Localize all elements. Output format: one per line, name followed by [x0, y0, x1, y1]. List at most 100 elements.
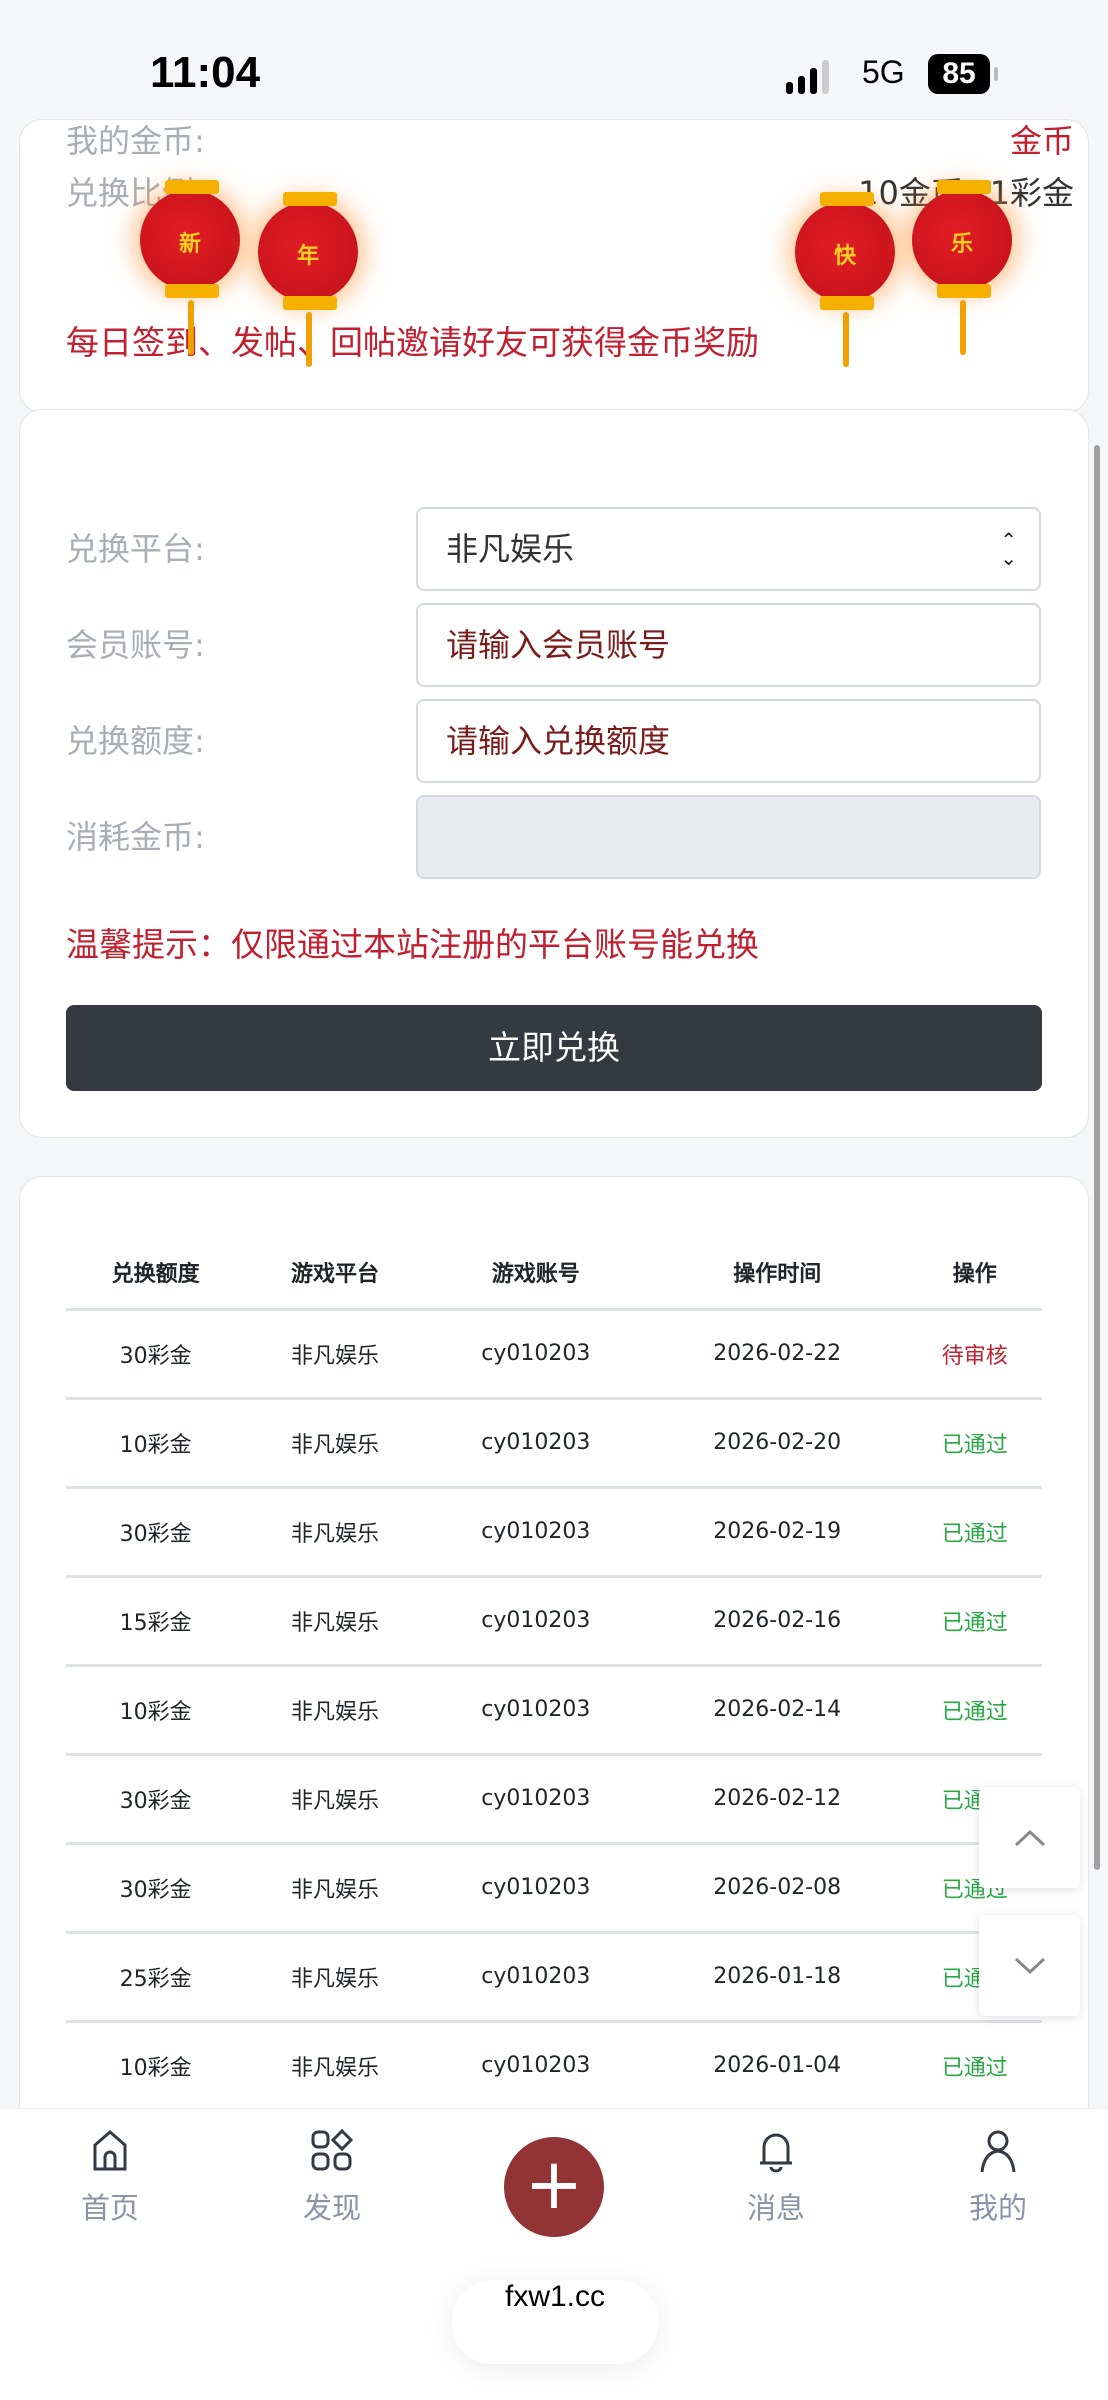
amount-input[interactable]: 请输入兑换额度 [416, 699, 1041, 783]
cell-status: 已通过 [907, 1665, 1042, 1756]
cell-time: 2026-02-14 [646, 1665, 908, 1756]
cell-account: cy010203 [424, 1309, 647, 1400]
cost-field [416, 795, 1041, 879]
header-status: 操作 [907, 1237, 1042, 1311]
cell-time: 2026-02-19 [646, 1487, 908, 1578]
cell-platform: 非凡娱乐 [245, 2021, 425, 2112]
nav-discover-label: 发现 [302, 2191, 361, 2225]
cell-account: cy010203 [424, 1754, 647, 1845]
cell-platform: 非凡娱乐 [245, 1932, 425, 2023]
lantern-decoration: 快 [795, 172, 895, 367]
plus-button[interactable]: + [504, 2137, 604, 2237]
reward-text: 每日签到、发帖、回帖邀请好友可获得金币奖励 [66, 323, 759, 362]
cell-status: 已通过 [907, 1487, 1042, 1578]
clock: 11:04 [150, 48, 261, 97]
header-account: 游戏账号 [424, 1237, 647, 1311]
hint-text: 温馨提示：仅限通过本站注册的平台账号能兑换 [66, 925, 759, 964]
account-label: 会员账号: [66, 626, 205, 664]
history-card: 兑换额度 游戏平台 游戏账号 操作时间 操作 30彩金 非凡娱乐 cy010203 2… [20, 1177, 1088, 2177]
nav-messages[interactable]: 消息 [716, 2129, 836, 2227]
cell-platform: 非凡娱乐 [245, 1576, 425, 1667]
scrollbar[interactable] [1094, 445, 1100, 1870]
cell-time: 2026-02-12 [646, 1754, 908, 1845]
cell-amount: 10彩金 [66, 1665, 246, 1756]
coins-label: 我的金币: [66, 122, 205, 160]
nav-home[interactable]: 首页 [50, 2129, 170, 2227]
cell-amount: 15彩金 [66, 1576, 246, 1667]
cell-time: 2026-02-16 [646, 1576, 908, 1667]
cell-status: 已通过 [907, 1398, 1042, 1489]
header-platform: 游戏平台 [245, 1237, 425, 1311]
table-row: 25彩金 非凡娱乐 cy010203 2026-01-18 已通过 [66, 1932, 1042, 2023]
cell-status: 已通过 [907, 1576, 1042, 1667]
cell-account: cy010203 [424, 1398, 647, 1489]
table-row: 30彩金 非凡娱乐 cy010203 2026-02-22 待审核 [66, 1309, 1042, 1400]
nav-profile[interactable]: 我的 [938, 2129, 1058, 2227]
cell-amount: 30彩金 [66, 1843, 246, 1934]
table-row: 30彩金 非凡娱乐 cy010203 2026-02-08 已通过 [66, 1843, 1042, 1934]
cell-amount: 10彩金 [66, 2021, 246, 2112]
lantern-decoration: 年 [258, 172, 358, 367]
history-table: 兑换额度 游戏平台 游戏账号 操作时间 操作 30彩金 非凡娱乐 cy010203 2… [66, 1237, 1042, 2112]
cell-amount: 30彩金 [66, 1487, 246, 1578]
platform-value: 非凡娱乐 [446, 530, 575, 568]
cell-amount: 30彩金 [66, 1309, 246, 1400]
cell-status: 已通过 [907, 2021, 1042, 2112]
platform-label: 兑换平台: [66, 530, 205, 568]
header-amount: 兑换额度 [66, 1237, 246, 1311]
cell-time: 2026-02-20 [646, 1398, 908, 1489]
account-input[interactable]: 请输入会员账号 [416, 603, 1041, 687]
cell-account: cy010203 [424, 1843, 647, 1934]
chevron-updown-icon: ⌃ ⌄ [1000, 528, 1017, 570]
nav-messages-label: 消息 [746, 2191, 805, 2225]
table-row: 10彩金 非凡娱乐 cy010203 2026-02-14 已通过 [66, 1665, 1042, 1756]
table-row: 30彩金 非凡娱乐 cy010203 2026-02-19 已通过 [66, 1487, 1042, 1578]
lantern-decoration: 新 [140, 160, 240, 355]
scroll-up-button[interactable] [979, 1787, 1080, 1888]
cell-time: 2026-01-18 [646, 1932, 908, 2023]
cell-account: cy010203 [424, 1487, 647, 1578]
home-icon [93, 2130, 127, 2171]
chevron-down-icon [1014, 1957, 1045, 1974]
url-bar[interactable]: fxw1.cc [452, 2280, 658, 2364]
cost-label: 消耗金币: [66, 818, 205, 856]
cell-platform: 非凡娱乐 [245, 1665, 425, 1756]
coins-value: 金币 [1009, 122, 1074, 160]
cell-platform: 非凡娱乐 [245, 1843, 425, 1934]
table-row: 15彩金 非凡娱乐 cy010203 2026-02-16 已通过 [66, 1576, 1042, 1667]
cell-account: cy010203 [424, 1665, 647, 1756]
cell-platform: 非凡娱乐 [245, 1754, 425, 1845]
nav-home-label: 首页 [80, 2191, 139, 2225]
user-icon [980, 2130, 1016, 2173]
amount-label: 兑换额度: [66, 722, 205, 760]
cell-amount: 10彩金 [66, 1398, 246, 1489]
table-row: 10彩金 非凡娱乐 cy010203 2026-02-20 已通过 [66, 1398, 1042, 1489]
info-card: 我的金币: 金币 兑换比例: 10金币=1彩金 每日签到、发帖、回帖邀请好友可获… [20, 120, 1088, 412]
cell-time: 2026-02-08 [646, 1843, 908, 1934]
cell-account: cy010203 [424, 2021, 647, 2112]
cell-platform: 非凡娱乐 [245, 1309, 425, 1400]
cell-amount: 30彩金 [66, 1754, 246, 1845]
cell-status: 待审核 [907, 1309, 1042, 1400]
header-time: 操作时间 [646, 1237, 908, 1311]
submit-button[interactable]: 立即兑换 [66, 1005, 1042, 1091]
cell-platform: 非凡娱乐 [245, 1398, 425, 1489]
cell-platform: 非凡娱乐 [245, 1487, 425, 1578]
signal-icon [786, 56, 829, 94]
table-header: 兑换额度 游戏平台 游戏账号 操作时间 操作 [66, 1237, 1042, 1311]
cell-amount: 25彩金 [66, 1932, 246, 2023]
platform-select[interactable]: 非凡娱乐 ⌃ ⌄ [416, 507, 1041, 591]
lantern-decoration: 乐 [912, 160, 1012, 355]
cell-time: 2026-02-22 [646, 1309, 908, 1400]
network-type: 5G [862, 54, 905, 90]
grid-icon [311, 2128, 354, 2171]
cell-time: 2026-01-04 [646, 2021, 908, 2112]
nav-discover[interactable]: 发现 [272, 2128, 392, 2227]
scroll-down-button[interactable] [979, 1915, 1080, 2016]
plus-icon: + [524, 2143, 584, 2225]
bell-icon [760, 2133, 792, 2173]
cell-account: cy010203 [424, 1576, 647, 1667]
table-row: 30彩金 非凡娱乐 cy010203 2026-02-12 已通过 [66, 1754, 1042, 1845]
nav-profile-label: 我的 [968, 2191, 1027, 2225]
battery-icon: 85 [928, 54, 998, 94]
